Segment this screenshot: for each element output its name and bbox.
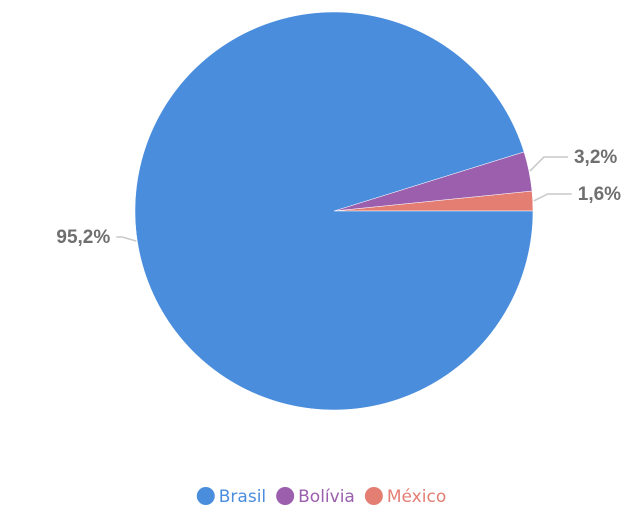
legend-marker-méxico [364, 487, 383, 505]
legend-label-méxico[interactable]: México [387, 487, 446, 507]
data-labels: 95,2% 3,2% 1,6% [56, 147, 621, 248]
data-label-méxico: 1,6% [578, 184, 621, 205]
data-label-bolívia: 3,2% [574, 147, 617, 168]
legend-label-bolívia[interactable]: Bolívia [298, 487, 355, 507]
legend-marker-bolívia [276, 487, 295, 505]
pie-slice-brasil [134, 11, 534, 411]
chart-legend: Brasil Bolívia México [196, 487, 446, 507]
pie-slices [134, 11, 534, 411]
leader-line-méxico [533, 193, 572, 202]
leader-line-brasil [116, 236, 137, 242]
legend-label-brasil[interactable]: Brasil [219, 487, 266, 507]
leader-lines [116, 156, 572, 242]
data-label-brasil: 95,2% [56, 227, 110, 248]
leader-line-bolívia [529, 156, 568, 172]
legend-marker-brasil [196, 487, 215, 505]
